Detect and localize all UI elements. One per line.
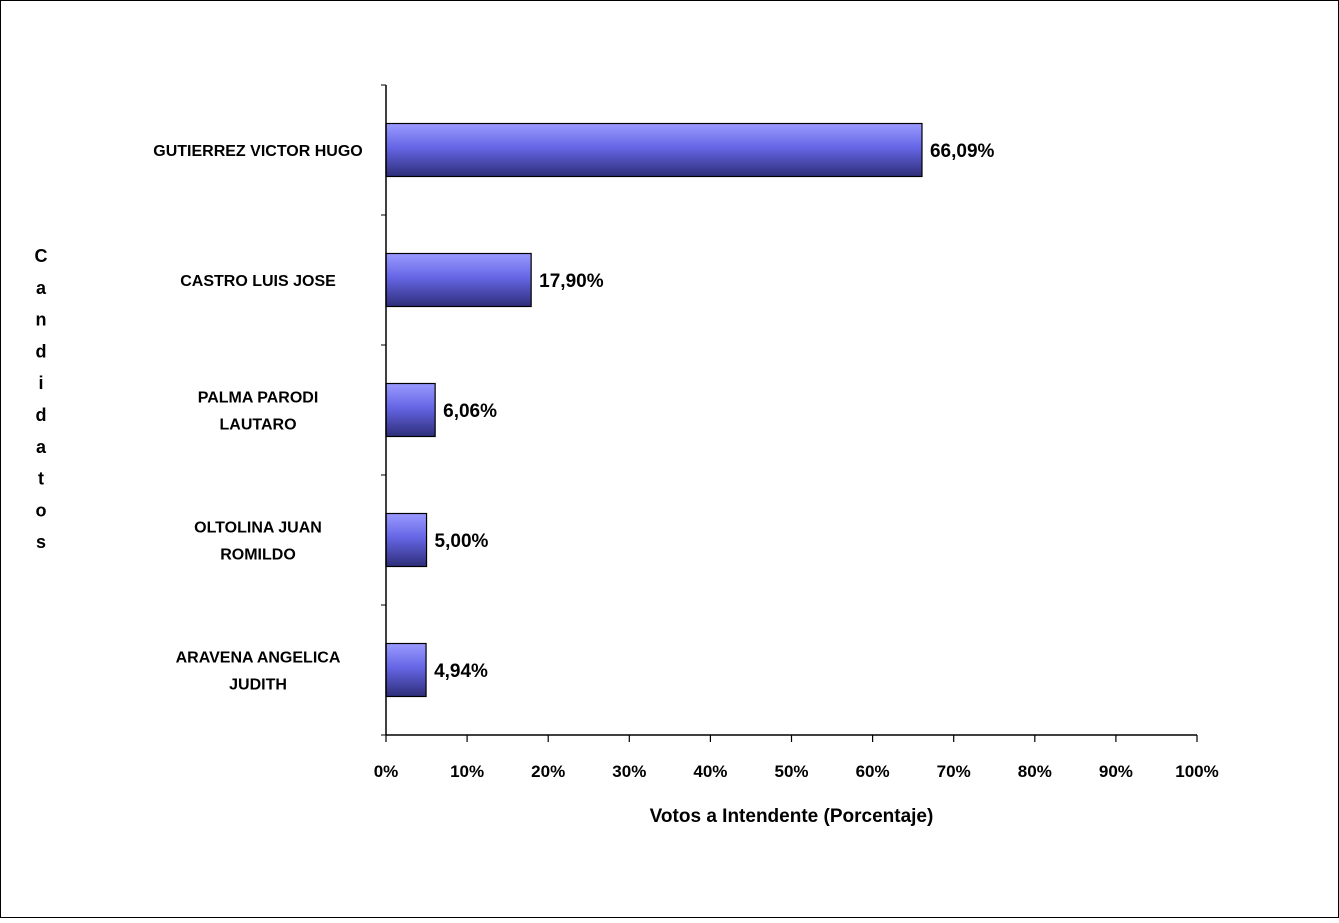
data-label-4: 5,00% xyxy=(435,531,489,552)
y-axis-title-letter: C xyxy=(35,246,48,266)
bar-5 xyxy=(385,642,427,698)
bars-layer xyxy=(385,122,923,698)
x-axis-title: Votos a Intendente (Porcentaje) xyxy=(650,806,934,827)
category-label-4: OLTOLINA JUAN ROMILDO xyxy=(194,520,322,564)
y-axis-title-letter: d xyxy=(36,341,47,361)
x-tick-label: 70% xyxy=(937,762,971,781)
x-tick-label: 90% xyxy=(1099,762,1133,781)
category-label-line: GUTIERREZ VICTOR HUGO xyxy=(153,143,363,160)
y-axis-title-letter: d xyxy=(36,405,47,425)
x-tick-label: 100% xyxy=(1175,762,1218,781)
x-tick-label: 10% xyxy=(450,762,484,781)
y-axis-title-letter: s xyxy=(36,532,46,552)
y-axis-title-letter: a xyxy=(36,437,47,457)
x-tick-label: 40% xyxy=(693,762,727,781)
y-axis-title-letter: a xyxy=(36,278,47,298)
y-axis-title-letter: i xyxy=(38,373,43,393)
x-tick-label: 80% xyxy=(1018,762,1052,781)
category-label-line: OLTOLINA JUAN xyxy=(194,520,322,537)
x-tick-label: 30% xyxy=(612,762,646,781)
y-axis-title-letter: n xyxy=(36,310,47,330)
category-label-line: LAUTARO xyxy=(219,417,296,434)
category-label-line: CASTRO LUIS JOSE xyxy=(180,273,336,290)
data-label-1: 66,09% xyxy=(930,141,995,162)
x-tick-label: 60% xyxy=(856,762,890,781)
x-tick-label: 0% xyxy=(374,762,399,781)
category-label-3: PALMA PARODI LAUTARO xyxy=(198,390,319,434)
x-tick-label: 50% xyxy=(774,762,808,781)
bar-2 xyxy=(385,252,532,308)
data-label-3: 6,06% xyxy=(443,401,497,422)
bar-3 xyxy=(385,382,436,438)
category-label-line: JUDITH xyxy=(229,677,287,694)
category-label-1: GUTIERREZ VICTOR HUGO xyxy=(153,143,363,160)
data-label-2: 17,90% xyxy=(539,271,604,292)
bar-1 xyxy=(385,122,923,178)
data-label-5: 4,94% xyxy=(434,661,488,682)
y-axis-title-letter: o xyxy=(36,500,47,520)
y-axis-title-letter: t xyxy=(38,469,44,489)
x-tick-label: 20% xyxy=(531,762,565,781)
category-label-line: ARAVENA ANGELICA xyxy=(176,650,341,667)
labels-layer: 66,09% GUTIERREZ VICTOR HUGO 17,90% CASTRO … xyxy=(35,141,1219,827)
axes-layer xyxy=(381,84,1198,742)
category-label-line: PALMA PARODI xyxy=(198,390,319,407)
category-label-2: CASTRO LUIS JOSE xyxy=(180,273,336,290)
category-label-line: ROMILDO xyxy=(220,547,296,564)
category-label-5: ARAVENA ANGELICA JUDITH xyxy=(176,650,341,694)
bar-4 xyxy=(385,512,428,568)
